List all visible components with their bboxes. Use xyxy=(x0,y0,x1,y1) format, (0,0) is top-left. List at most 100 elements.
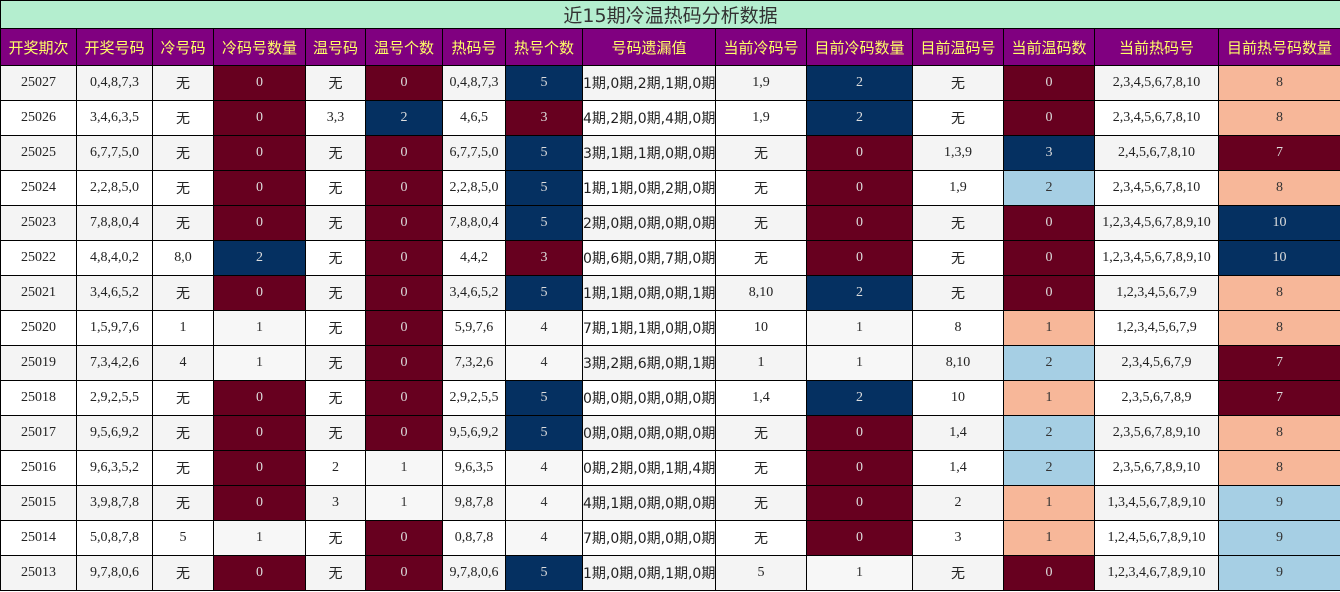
table-cell: 9,8,7,8 xyxy=(442,485,506,521)
column-header: 当前温码数 xyxy=(1003,28,1095,66)
table-cell: 1期,1期,0期,0期,1期 xyxy=(582,275,716,311)
column-header: 开奖期次 xyxy=(0,28,77,66)
table-cell: 1 xyxy=(213,520,306,556)
table-cell: 0 xyxy=(1003,65,1095,101)
table-cell: 2,3,4,5,6,7,8,10 xyxy=(1094,65,1219,101)
table-cell: 无 xyxy=(152,100,214,136)
table-cell: 2 xyxy=(1003,345,1095,381)
column-header: 当前冷码号 xyxy=(715,28,807,66)
table-cell: 2 xyxy=(213,240,306,276)
table-cell: 25024 xyxy=(0,170,77,206)
table-cell: 0,4,8,7,3 xyxy=(442,65,506,101)
table-cell: 4 xyxy=(505,310,583,346)
table-cell: 7 xyxy=(1217,135,1340,171)
table-cell: 5 xyxy=(505,415,583,451)
table-cell: 10 xyxy=(1217,205,1340,241)
table-cell: 1,3,9 xyxy=(912,135,1004,171)
table-cell: 无 xyxy=(912,275,1004,311)
column-header: 热码号 xyxy=(442,28,506,66)
table-cell: 2,2,8,5,0 xyxy=(76,170,153,206)
table-cell: 0 xyxy=(213,170,306,206)
table-cell: 无 xyxy=(152,450,214,486)
table-cell: 7期,0期,0期,0期,0期 xyxy=(582,520,716,556)
table-cell: 0 xyxy=(1003,275,1095,311)
table-cell: 2,3,5,6,7,8,9,10 xyxy=(1094,450,1219,486)
table-cell: 8 xyxy=(1217,100,1340,136)
column-header: 目前热号码数量 xyxy=(1217,28,1340,66)
table-cell: 5 xyxy=(152,520,214,556)
table-row: 25020 1,5,9,7,6 1 1 无 0 5,9,7,6 4 7期,1期,1期,0期,0期… xyxy=(0,310,1340,346)
table-cell: 2,2,8,5,0 xyxy=(442,170,506,206)
table-cell: 4期,2期,0期,4期,0期 xyxy=(582,100,716,136)
table-cell: 2,3,4,5,6,7,8,10 xyxy=(1094,170,1219,206)
table-cell: 1 xyxy=(213,310,306,346)
table-cell: 2 xyxy=(365,100,443,136)
table-cell: 0 xyxy=(213,135,306,171)
table-cell: 2 xyxy=(1003,415,1095,451)
table-cell: 无 xyxy=(305,65,366,101)
table-cell: 5 xyxy=(505,170,583,206)
table-cell: 5 xyxy=(505,205,583,241)
table-cell: 无 xyxy=(305,345,366,381)
table-cell: 2 xyxy=(1003,170,1095,206)
table-cell: 0 xyxy=(806,135,913,171)
table-cell: 4,4,2 xyxy=(442,240,506,276)
table-cell: 8 xyxy=(1217,170,1340,206)
table-cell: 25013 xyxy=(0,555,77,591)
table-cell: 2,9,2,5,5 xyxy=(76,380,153,416)
table-cell: 7 xyxy=(1217,380,1340,416)
table-cell: 2 xyxy=(806,65,913,101)
table-cell: 无 xyxy=(152,415,214,451)
table-cell: 0 xyxy=(365,310,443,346)
table-row: 25024 2,2,8,5,0 无 0 无 0 2,2,8,5,0 5 1期,1期,0期,2期,… xyxy=(0,170,1340,206)
table-cell: 10 xyxy=(1217,240,1340,276)
column-header: 温号码 xyxy=(305,28,366,66)
table-cell: 3期,2期,6期,0期,1期 xyxy=(582,345,716,381)
table-cell: 5,0,8,7,8 xyxy=(76,520,153,556)
table-cell: 0 xyxy=(365,135,443,171)
table-cell: 1,2,3,4,5,6,7,9 xyxy=(1094,275,1219,311)
table-cell: 0 xyxy=(213,380,306,416)
table-cell: 0期,2期,0期,1期,4期 xyxy=(582,450,716,486)
table-cell: 2 xyxy=(1003,450,1095,486)
table-row: 25018 2,9,2,5,5 无 0 无 0 2,9,2,5,5 5 0期,0期,0期,0期,… xyxy=(0,380,1340,416)
table-cell: 1,4 xyxy=(715,380,807,416)
table-cell: 无 xyxy=(152,380,214,416)
table-cell: 无 xyxy=(305,380,366,416)
table-cell: 无 xyxy=(152,555,214,591)
table-cell: 1,9 xyxy=(912,170,1004,206)
table-cell: 0 xyxy=(365,520,443,556)
table-cell: 1 xyxy=(152,310,214,346)
table-cell: 1 xyxy=(806,555,913,591)
table-cell: 1 xyxy=(806,345,913,381)
table-cell: 4 xyxy=(505,520,583,556)
table-cell: 2期,0期,0期,0期,0期 xyxy=(582,205,716,241)
table-cell: 3 xyxy=(505,240,583,276)
table-cell: 无 xyxy=(715,205,807,241)
table-cell: 无 xyxy=(152,205,214,241)
table-cell: 无 xyxy=(152,170,214,206)
table-row: 25023 7,8,8,0,4 无 0 无 0 7,8,8,0,4 5 2期,0期,0期,0期,… xyxy=(0,205,1340,241)
column-header: 温号个数 xyxy=(365,28,443,66)
table-cell: 25021 xyxy=(0,275,77,311)
table-cell: 1 xyxy=(1003,310,1095,346)
table-row: 25021 3,4,6,5,2 无 0 无 0 3,4,6,5,2 5 1期,1期,0期,0期,… xyxy=(0,275,1340,311)
table-cell: 0 xyxy=(365,170,443,206)
table-cell: 9,6,3,5,2 xyxy=(76,450,153,486)
table-cell: 1 xyxy=(715,345,807,381)
table-cell: 25027 xyxy=(0,65,77,101)
table-cell: 4期,1期,0期,0期,0期 xyxy=(582,485,716,521)
table-cell: 9,7,8,0,6 xyxy=(442,555,506,591)
table-cell: 无 xyxy=(305,555,366,591)
table-cell: 4 xyxy=(505,450,583,486)
table-cell: 9 xyxy=(1217,555,1340,591)
table-cell: 2,3,4,5,6,7,9 xyxy=(1094,345,1219,381)
table-cell: 0 xyxy=(806,485,913,521)
table-cell: 无 xyxy=(152,275,214,311)
table-cell: 8,10 xyxy=(912,345,1004,381)
table-cell: 25018 xyxy=(0,380,77,416)
column-header: 当前热码号 xyxy=(1094,28,1219,66)
table-cell: 5 xyxy=(505,135,583,171)
table-cell: 5 xyxy=(505,65,583,101)
table-cell: 0 xyxy=(213,205,306,241)
